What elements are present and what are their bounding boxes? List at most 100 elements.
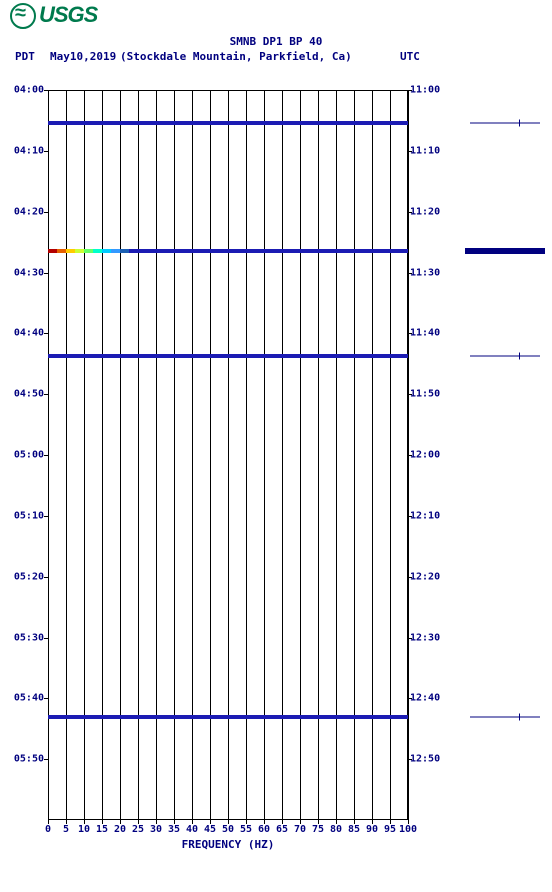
ytick-label-left: 05:40 bbox=[4, 693, 44, 704]
ytick-label-left: 04:00 bbox=[4, 85, 44, 96]
ytick-label-right: 12:20 bbox=[410, 571, 450, 582]
gridline-v bbox=[318, 90, 319, 820]
ytick-label-right: 12:50 bbox=[410, 754, 450, 765]
spectral-line bbox=[48, 121, 408, 125]
ytick-label-left: 05:50 bbox=[4, 754, 44, 765]
xtick-label: 35 bbox=[168, 824, 180, 835]
xtick-label: 65 bbox=[276, 824, 288, 835]
ytick-right bbox=[408, 90, 412, 91]
ytick-label-right: 11:50 bbox=[410, 389, 450, 400]
gridline-v bbox=[246, 90, 247, 820]
spectral-line bbox=[48, 354, 408, 358]
ytick-left bbox=[44, 759, 48, 760]
ytick-label-right: 11:00 bbox=[410, 85, 450, 96]
xtick-label: 25 bbox=[132, 824, 144, 835]
xtick-label: 80 bbox=[330, 824, 342, 835]
ytick-right bbox=[408, 333, 412, 334]
ytick-label-left: 05:20 bbox=[4, 571, 44, 582]
ytick-label-right: 12:30 bbox=[410, 632, 450, 643]
gridline-v bbox=[48, 90, 49, 820]
ytick-left bbox=[44, 212, 48, 213]
ytick-label-left: 04:40 bbox=[4, 328, 44, 339]
wave-icon bbox=[10, 3, 36, 29]
chart-title: SMNB DP1 BP 40 bbox=[0, 35, 552, 48]
logo-text: USGS bbox=[39, 2, 97, 27]
tz-right-label: UTC bbox=[400, 50, 420, 63]
xtick-label: 0 bbox=[45, 824, 51, 835]
ytick-left bbox=[44, 333, 48, 334]
xtick-label: 95 bbox=[384, 824, 396, 835]
ytick-left bbox=[44, 394, 48, 395]
gridline-v bbox=[174, 90, 175, 820]
usgs-logo: USGS bbox=[10, 2, 97, 29]
ytick-label-left: 05:10 bbox=[4, 510, 44, 521]
gridline-v bbox=[228, 90, 229, 820]
xtick-label: 60 bbox=[258, 824, 270, 835]
xtick-label: 10 bbox=[78, 824, 90, 835]
ytick-right bbox=[408, 273, 412, 274]
xtick-label: 40 bbox=[186, 824, 198, 835]
ytick-label-right: 11:10 bbox=[410, 145, 450, 156]
spectral-gradient-seg bbox=[129, 249, 139, 253]
ytick-left bbox=[44, 516, 48, 517]
xtick-label: 50 bbox=[222, 824, 234, 835]
ytick-right bbox=[408, 759, 412, 760]
gridline-v bbox=[210, 90, 211, 820]
gridline-v bbox=[372, 90, 373, 820]
ytick-label-left: 04:30 bbox=[4, 267, 44, 278]
ytick-label-right: 11:40 bbox=[410, 328, 450, 339]
ytick-right bbox=[408, 212, 412, 213]
ytick-label-right: 12:40 bbox=[410, 693, 450, 704]
xtick-label: 15 bbox=[96, 824, 108, 835]
ytick-label-left: 04:20 bbox=[4, 206, 44, 217]
gridline-v bbox=[120, 90, 121, 820]
xtick-label: 5 bbox=[63, 824, 69, 835]
ytick-right bbox=[408, 516, 412, 517]
xtick-label: 70 bbox=[294, 824, 306, 835]
ytick-right bbox=[408, 455, 412, 456]
ytick-left bbox=[44, 577, 48, 578]
ytick-left bbox=[44, 698, 48, 699]
xtick-label: 45 bbox=[204, 824, 216, 835]
spectrogram-chart: FREQUENCY (HZ) 0510152025303540455055606… bbox=[48, 90, 408, 820]
date-label: May10,2019 bbox=[50, 50, 116, 63]
ytick-label-left: 05:00 bbox=[4, 450, 44, 461]
gridline-v bbox=[390, 90, 391, 820]
gridline-v bbox=[336, 90, 337, 820]
waveform-thumbnail bbox=[465, 250, 545, 252]
xtick-label: 100 bbox=[399, 824, 417, 835]
ytick-right bbox=[408, 577, 412, 578]
tz-left-label: PDT bbox=[15, 50, 35, 63]
xtick-label: 75 bbox=[312, 824, 324, 835]
gridline-v bbox=[138, 90, 139, 820]
gridline-v bbox=[156, 90, 157, 820]
waveform-thumbnail bbox=[470, 716, 540, 717]
ytick-label-left: 04:10 bbox=[4, 145, 44, 156]
ytick-right bbox=[408, 638, 412, 639]
ytick-label-right: 11:30 bbox=[410, 267, 450, 278]
ytick-label-right: 12:00 bbox=[410, 450, 450, 461]
gridline-v bbox=[282, 90, 283, 820]
xtick-label: 85 bbox=[348, 824, 360, 835]
gridline-v bbox=[102, 90, 103, 820]
ytick-left bbox=[44, 273, 48, 274]
xtick-label: 20 bbox=[114, 824, 126, 835]
ytick-left bbox=[44, 638, 48, 639]
xtick-label: 30 bbox=[150, 824, 162, 835]
ytick-left bbox=[44, 455, 48, 456]
gridline-v bbox=[354, 90, 355, 820]
ytick-right bbox=[408, 151, 412, 152]
ytick-label-left: 04:50 bbox=[4, 389, 44, 400]
station-label: (Stockdale Mountain, Parkfield, Ca) bbox=[120, 50, 352, 63]
gridline-v bbox=[264, 90, 265, 820]
gridline-v bbox=[66, 90, 67, 820]
xaxis-title: FREQUENCY (HZ) bbox=[48, 838, 408, 851]
waveform-thumbnail bbox=[470, 123, 540, 124]
spectral-line bbox=[48, 715, 408, 719]
ytick-label-left: 05:30 bbox=[4, 632, 44, 643]
gridline-v bbox=[84, 90, 85, 820]
xtick-label: 55 bbox=[240, 824, 252, 835]
ytick-right bbox=[408, 394, 412, 395]
ytick-left bbox=[44, 90, 48, 91]
ytick-right bbox=[408, 698, 412, 699]
